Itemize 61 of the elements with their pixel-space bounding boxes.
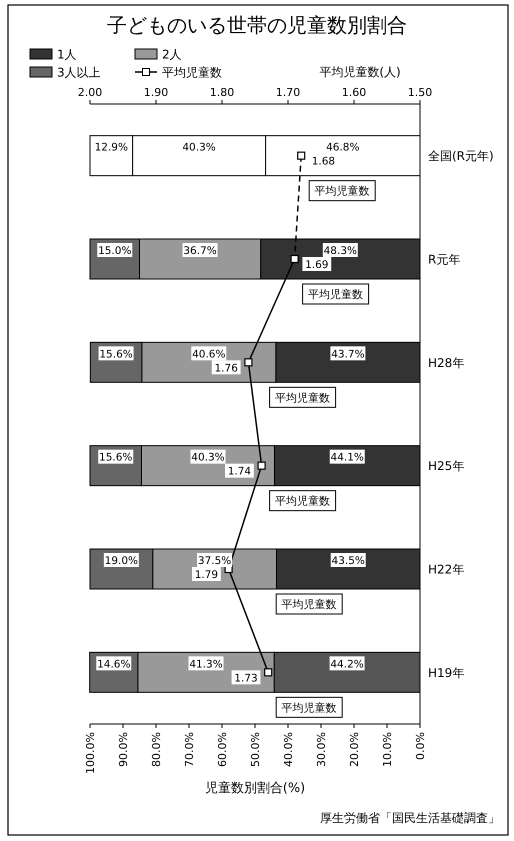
data-label: 41.3%	[189, 658, 223, 670]
annotation: 平均児童数	[275, 494, 330, 508]
data-label: 12.9%	[94, 142, 128, 154]
data-label: 40.3%	[191, 452, 225, 464]
data-label: 46.8%	[326, 142, 360, 154]
data-label: 1.69	[305, 259, 328, 271]
legend-label: 2人	[162, 48, 182, 62]
y-tick-label: H22年	[428, 562, 464, 576]
data-label: 43.5%	[332, 555, 365, 567]
annotation: 平均児童数	[275, 391, 330, 404]
y-tick-label: H28年	[428, 356, 464, 370]
x2-tick-label: 2.00	[78, 86, 102, 99]
data-label: 19.0%	[104, 555, 138, 567]
data-label: 36.7%	[183, 245, 217, 257]
x-tick-label: 40.0%	[282, 732, 295, 767]
data-label: 43.7%	[331, 348, 365, 360]
data-label: 37.5%	[198, 555, 232, 567]
data-label: 14.6%	[97, 658, 130, 670]
data-label: 40.3%	[182, 142, 216, 154]
x2-tick-label: 1.50	[408, 86, 432, 99]
data-label: 1.73	[234, 672, 258, 684]
x-tick-label: 60.0%	[216, 732, 229, 767]
y-tick-label: R元年	[428, 252, 460, 266]
y-tick-label: H25年	[428, 459, 464, 474]
data-label: 15.6%	[99, 348, 133, 360]
x-tick-label: 70.0%	[183, 732, 196, 767]
data-label: 1.74	[228, 466, 252, 478]
x2-tick-label: 1.90	[144, 86, 168, 99]
x-tick-label: 0.0%	[414, 732, 427, 760]
x-axis-title: 児童数別割合(%)	[204, 780, 306, 796]
data-label: 40.6%	[192, 348, 226, 360]
data-label: 44.2%	[330, 658, 364, 670]
legend-label: 3人以上	[57, 66, 101, 80]
data-label: 48.3%	[324, 245, 358, 257]
annotation: 平均児童数	[308, 288, 364, 301]
legend-label: 平均児童数	[162, 66, 222, 80]
text: 厚生労働省「国民生活基礎調査」	[320, 811, 500, 825]
annotation: 平均児童数	[282, 701, 337, 714]
x2-axis-title: 平均児童数(人)	[319, 65, 401, 79]
annotation: 平均児童数	[314, 184, 370, 198]
x2-tick-label: 1.80	[210, 86, 234, 99]
x-tick-label: 30.0%	[315, 732, 328, 767]
data-label: 15.0%	[98, 245, 132, 257]
annotation: 平均児童数	[282, 598, 337, 611]
x-tick-label: 20.0%	[348, 732, 361, 767]
data-label: 1.79	[194, 569, 218, 581]
y-tick-label: 全国(R元年)	[428, 149, 494, 164]
x-tick-label: 80.0%	[150, 732, 163, 767]
chart-title: 子どものいる世帯の児童数別割合	[107, 13, 407, 37]
y-tick-label: H19年	[428, 666, 464, 680]
x-tick-label: 10.0%	[381, 732, 394, 767]
data-label: 15.6%	[99, 452, 132, 464]
x2-tick-label: 1.70	[276, 86, 300, 99]
data-label: 44.1%	[330, 452, 364, 464]
data-label: 1.76	[214, 362, 238, 374]
x-tick-label: 50.0%	[249, 732, 262, 767]
x2-tick-label: 1.60	[342, 86, 366, 99]
data-label: 1.68	[312, 156, 336, 168]
x-tick-label: 100.0%	[84, 732, 97, 774]
legend-label: 1人	[57, 48, 77, 62]
x-tick-label: 90.0%	[117, 732, 130, 767]
